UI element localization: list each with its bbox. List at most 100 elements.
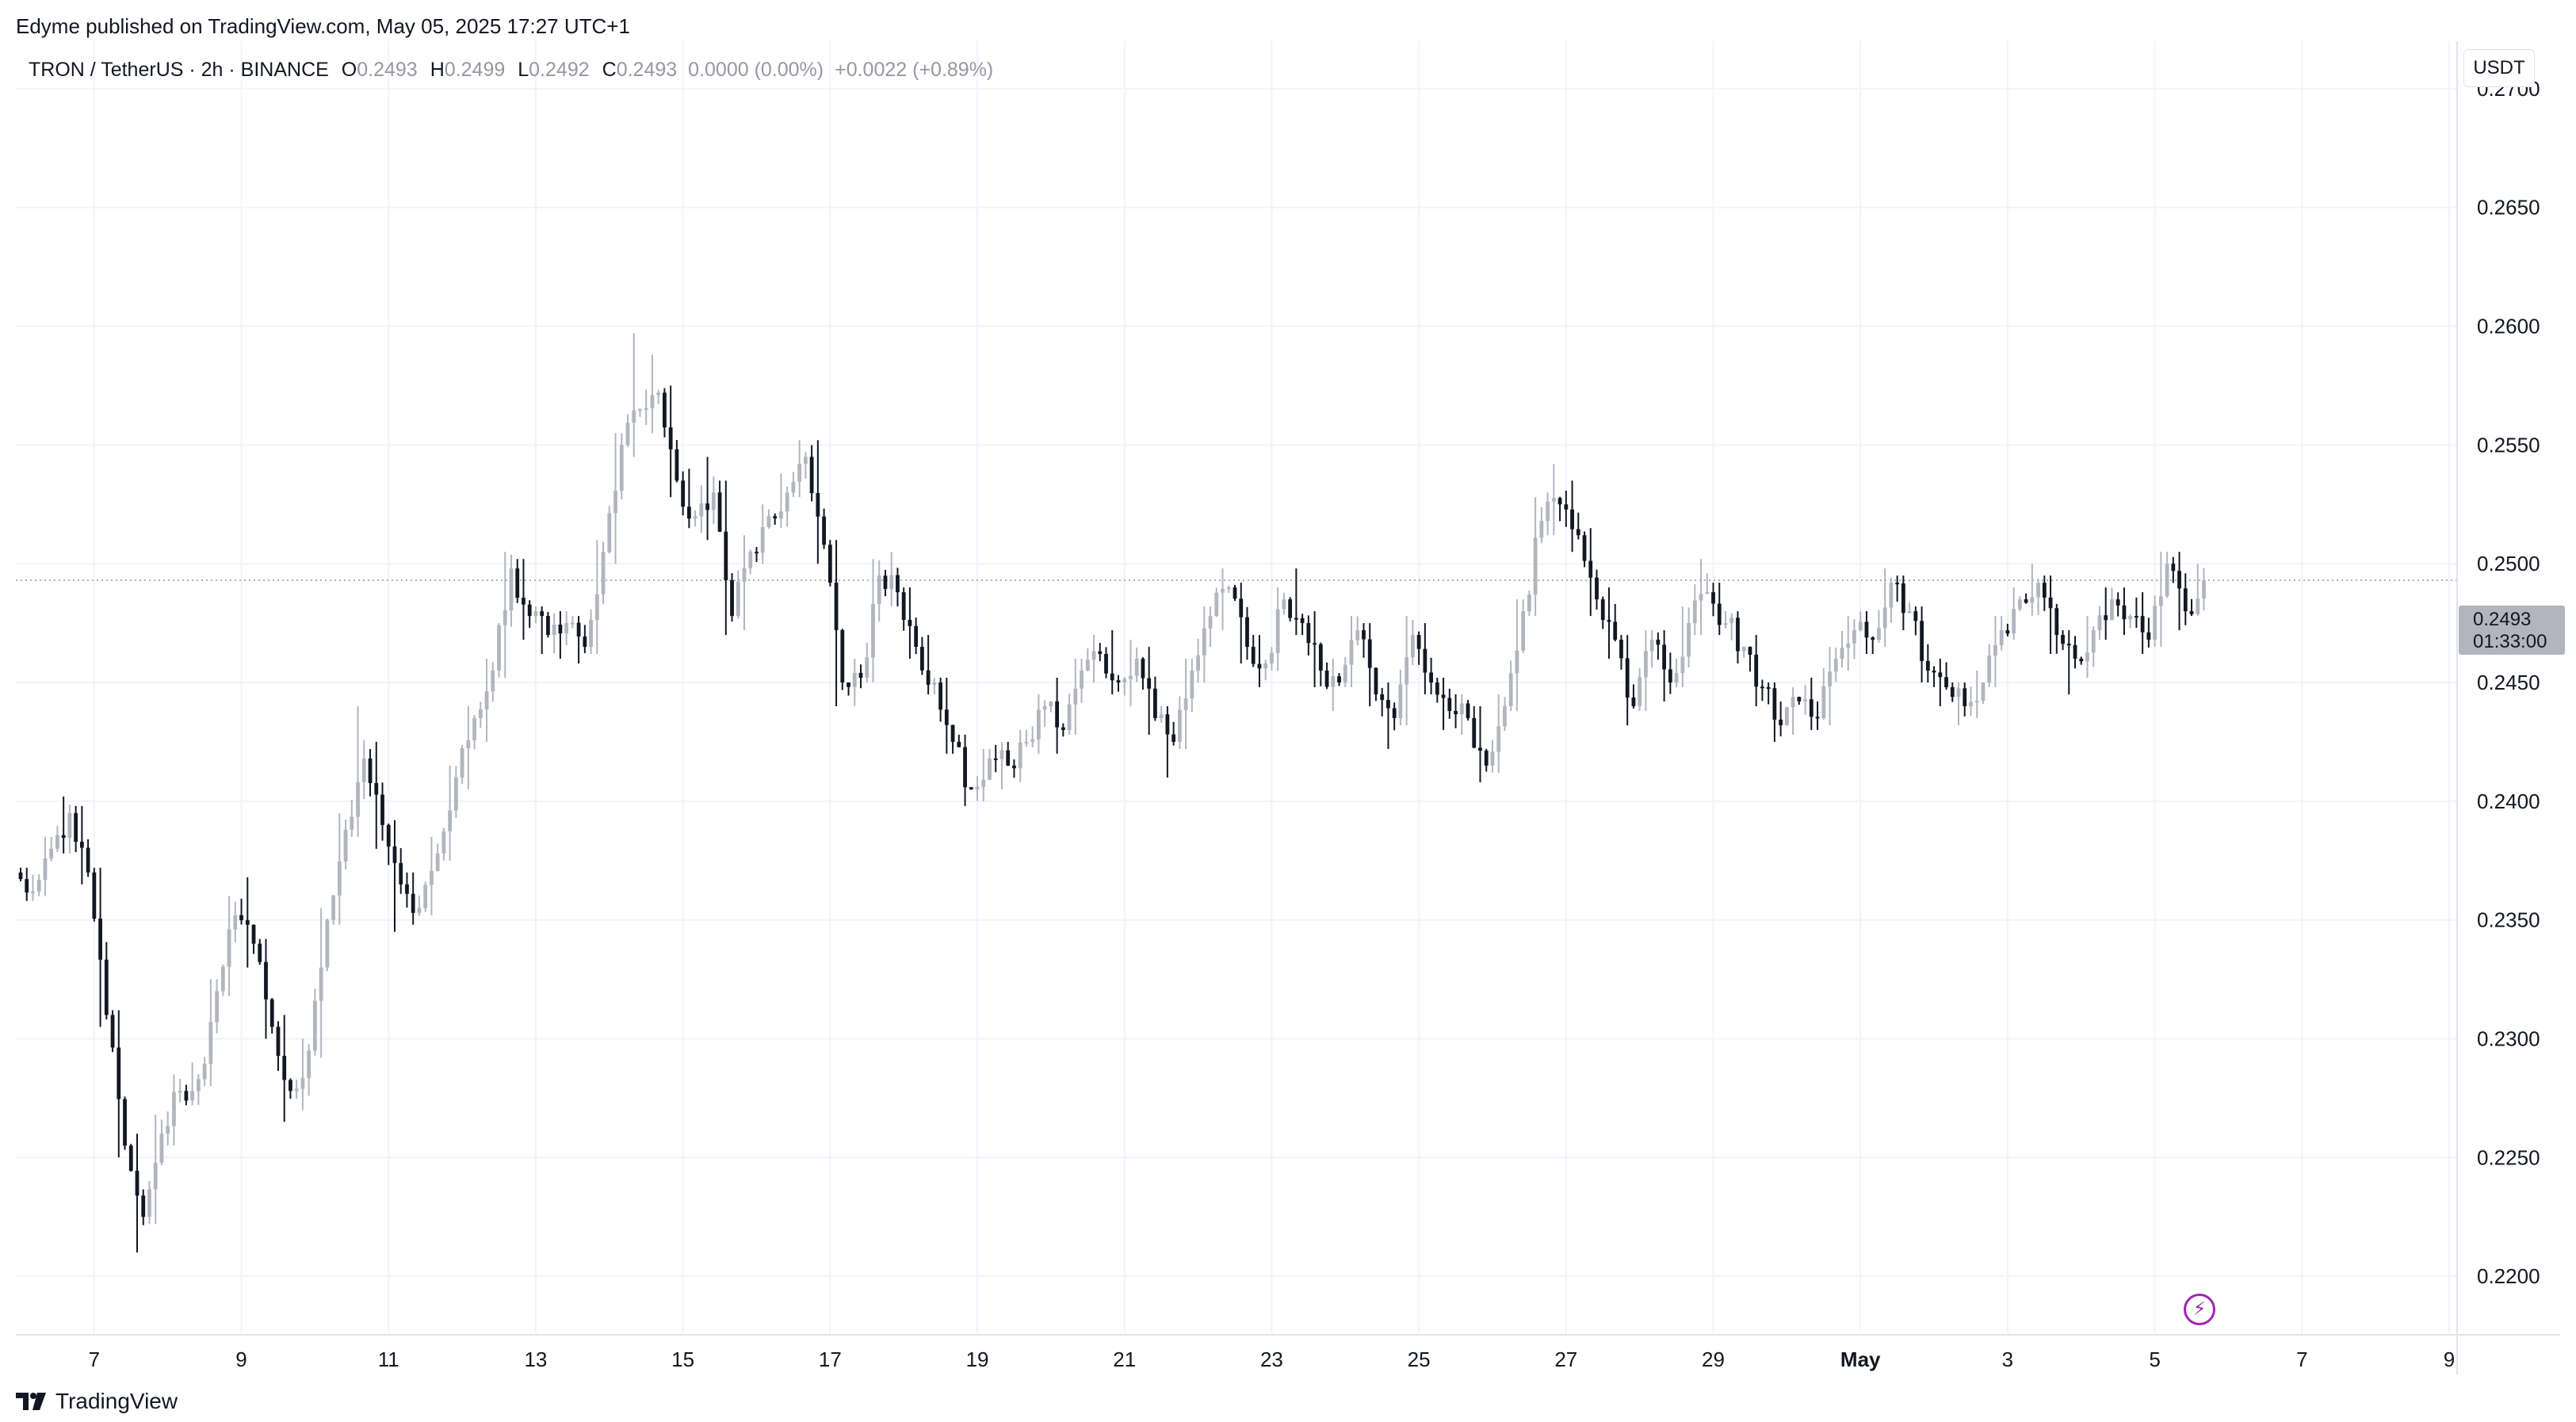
symbol-label[interactable]: TRON / TetherUS · 2h · BINANCE [29, 59, 329, 81]
candle-body [1564, 504, 1569, 510]
candle-body [1784, 707, 1789, 725]
low-value: 0.2492 [529, 59, 590, 81]
candle-body [576, 622, 581, 637]
close-label: C [602, 59, 617, 81]
candle-body [1858, 621, 1863, 631]
candle-body [1723, 623, 1728, 625]
candle-body [889, 575, 894, 589]
candle-body [668, 427, 673, 449]
candle-body [1159, 714, 1164, 718]
candle-body [926, 670, 931, 685]
candle-body [478, 709, 483, 718]
candle-body [1349, 640, 1354, 665]
candlestick-chart[interactable]: 0.27000.26500.26000.25500.25000.24500.24… [16, 41, 2560, 1374]
chart-pane[interactable]: 0.2700 0.2650 0.2600 0.2550 0.2500 0.2450 0.24… [16, 41, 2560, 1374]
candle-body [1582, 535, 1587, 561]
candle-body [1214, 592, 1219, 617]
candle-body [2115, 599, 2120, 606]
x-tick-label: 15 [671, 1347, 694, 1371]
candle-body [172, 1091, 176, 1126]
candle-body [405, 884, 409, 894]
candle-body [736, 582, 740, 617]
candle-body [1882, 607, 1887, 629]
currency-button[interactable]: USDT [2463, 49, 2535, 87]
candle-body [1141, 659, 1145, 679]
candle-body [1649, 640, 1654, 652]
change-value-2: +0.0022 (+0.89%) [835, 59, 994, 81]
candle-body [1245, 617, 1249, 648]
candle-body [1306, 623, 1311, 644]
candle-body [1018, 742, 1022, 769]
candle-body [1539, 521, 1544, 538]
candle-body [656, 392, 661, 396]
candle-body [1472, 717, 1477, 748]
candle-body [619, 445, 624, 491]
candle-body [1907, 611, 1912, 614]
candle-body [1674, 672, 1679, 683]
candle-body [742, 568, 747, 583]
candle-body [632, 410, 636, 423]
candle-body [2177, 571, 2181, 589]
candle-body [430, 870, 434, 885]
candle-body [92, 872, 97, 919]
candle-body [2165, 564, 2169, 597]
candle-body [276, 1026, 281, 1057]
candle-body [1950, 687, 1955, 698]
candle-body [1588, 560, 1593, 578]
candle-body [705, 503, 709, 510]
candle-body [1668, 669, 1672, 683]
candle-body [1840, 648, 1844, 659]
candle-body [497, 625, 501, 671]
candle-body [1711, 592, 1715, 604]
candle-body [847, 682, 850, 687]
candle-body [1122, 679, 1127, 683]
candle-body [1576, 529, 1580, 536]
candle-body [1037, 709, 1041, 740]
candle-body [975, 786, 980, 789]
candle-body [681, 480, 686, 507]
candle-body [2134, 616, 2138, 618]
candle-body [1147, 678, 1152, 689]
candle-body [840, 629, 845, 683]
candle-body [86, 847, 90, 873]
candle-body [1895, 583, 1900, 585]
candle-body [460, 748, 464, 778]
candle-body [644, 407, 648, 410]
candle-body [153, 1163, 158, 1190]
candle-body [368, 758, 373, 783]
x-tick-label: 21 [1113, 1347, 1136, 1371]
last-price-tag: 0.2493 01:33:00 [2459, 606, 2565, 655]
x-tick-label: 7 [89, 1347, 100, 1371]
ohlc-legend: TRON / TetherUS · 2h · BINANCE O0.2493 H0.… [29, 59, 993, 82]
tradingview-brand[interactable]: TradingView [16, 1389, 178, 1414]
candle-body [1600, 599, 1605, 621]
candle-body [1828, 671, 1832, 686]
candle-body [1877, 628, 1881, 640]
candle-body [1263, 663, 1268, 669]
candle-body [1288, 599, 1293, 618]
candle-body [963, 747, 967, 788]
y-tick-label: 0.2250 [2477, 1145, 2540, 1169]
candle-body [1662, 644, 1667, 670]
candle-body [613, 491, 617, 514]
lightning-icon[interactable]: ⚡ [2184, 1294, 2215, 1325]
candle-body [1607, 620, 1611, 622]
candle-body [797, 464, 802, 482]
candle-body [766, 516, 771, 528]
candle-body [264, 961, 268, 1000]
candle-body [1134, 659, 1139, 676]
candle-body [2079, 659, 2084, 662]
candle-body [184, 1091, 189, 1101]
candle-body [411, 893, 415, 913]
candle-body [1717, 603, 1722, 625]
candle-body [441, 831, 446, 854]
candle-body [1294, 617, 1298, 620]
candle-body [251, 924, 256, 944]
candle-body [2005, 630, 2010, 634]
candle-body [239, 915, 243, 920]
candles [18, 333, 2206, 1253]
candle-body [1067, 704, 1072, 730]
candle-body [1441, 694, 1446, 698]
candle-body [638, 409, 642, 411]
candle-body [1705, 592, 1710, 594]
